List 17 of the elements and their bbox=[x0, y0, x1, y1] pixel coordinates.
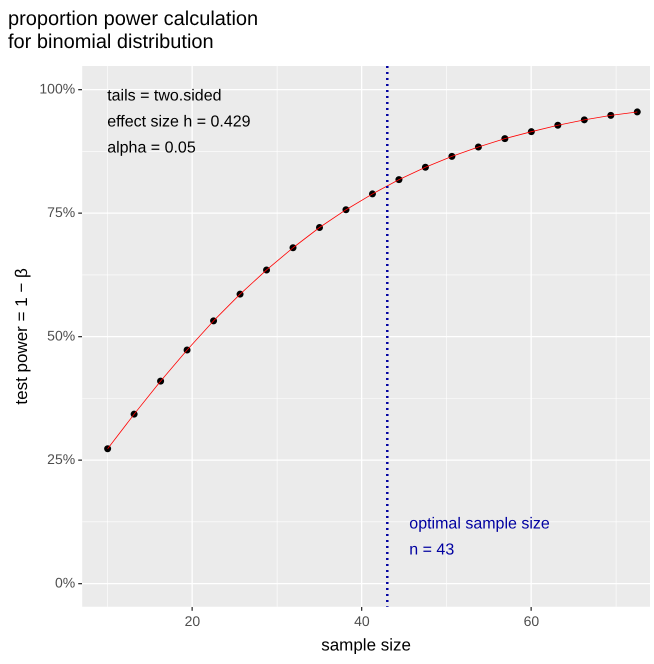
y-tick-label: 75% bbox=[47, 204, 76, 220]
annotation: alpha = 0.05 bbox=[107, 139, 196, 156]
x-axis-title: sample size bbox=[321, 635, 411, 654]
point bbox=[104, 445, 112, 452]
y-tick-label: 25% bbox=[47, 450, 76, 467]
y-tick-label: 100% bbox=[39, 80, 76, 97]
x-tick-label: 20 bbox=[184, 613, 200, 630]
y-axis-title: test power = 1 − β bbox=[12, 268, 31, 405]
point bbox=[634, 108, 641, 116]
annotation: effect size h = 0.429 bbox=[107, 113, 251, 130]
chart-title: proportion power calculation for binomial distribution bbox=[8, 8, 258, 54]
ref-line-label: optimal sample size n = 43 bbox=[409, 516, 550, 559]
x-tick-label: 60 bbox=[524, 613, 540, 630]
y-tick-label: 0% bbox=[54, 574, 76, 590]
y-tick-label: 50% bbox=[47, 328, 76, 344]
x-tick-label: 40 bbox=[354, 613, 370, 630]
annotation: tails = two.sided bbox=[107, 87, 222, 104]
